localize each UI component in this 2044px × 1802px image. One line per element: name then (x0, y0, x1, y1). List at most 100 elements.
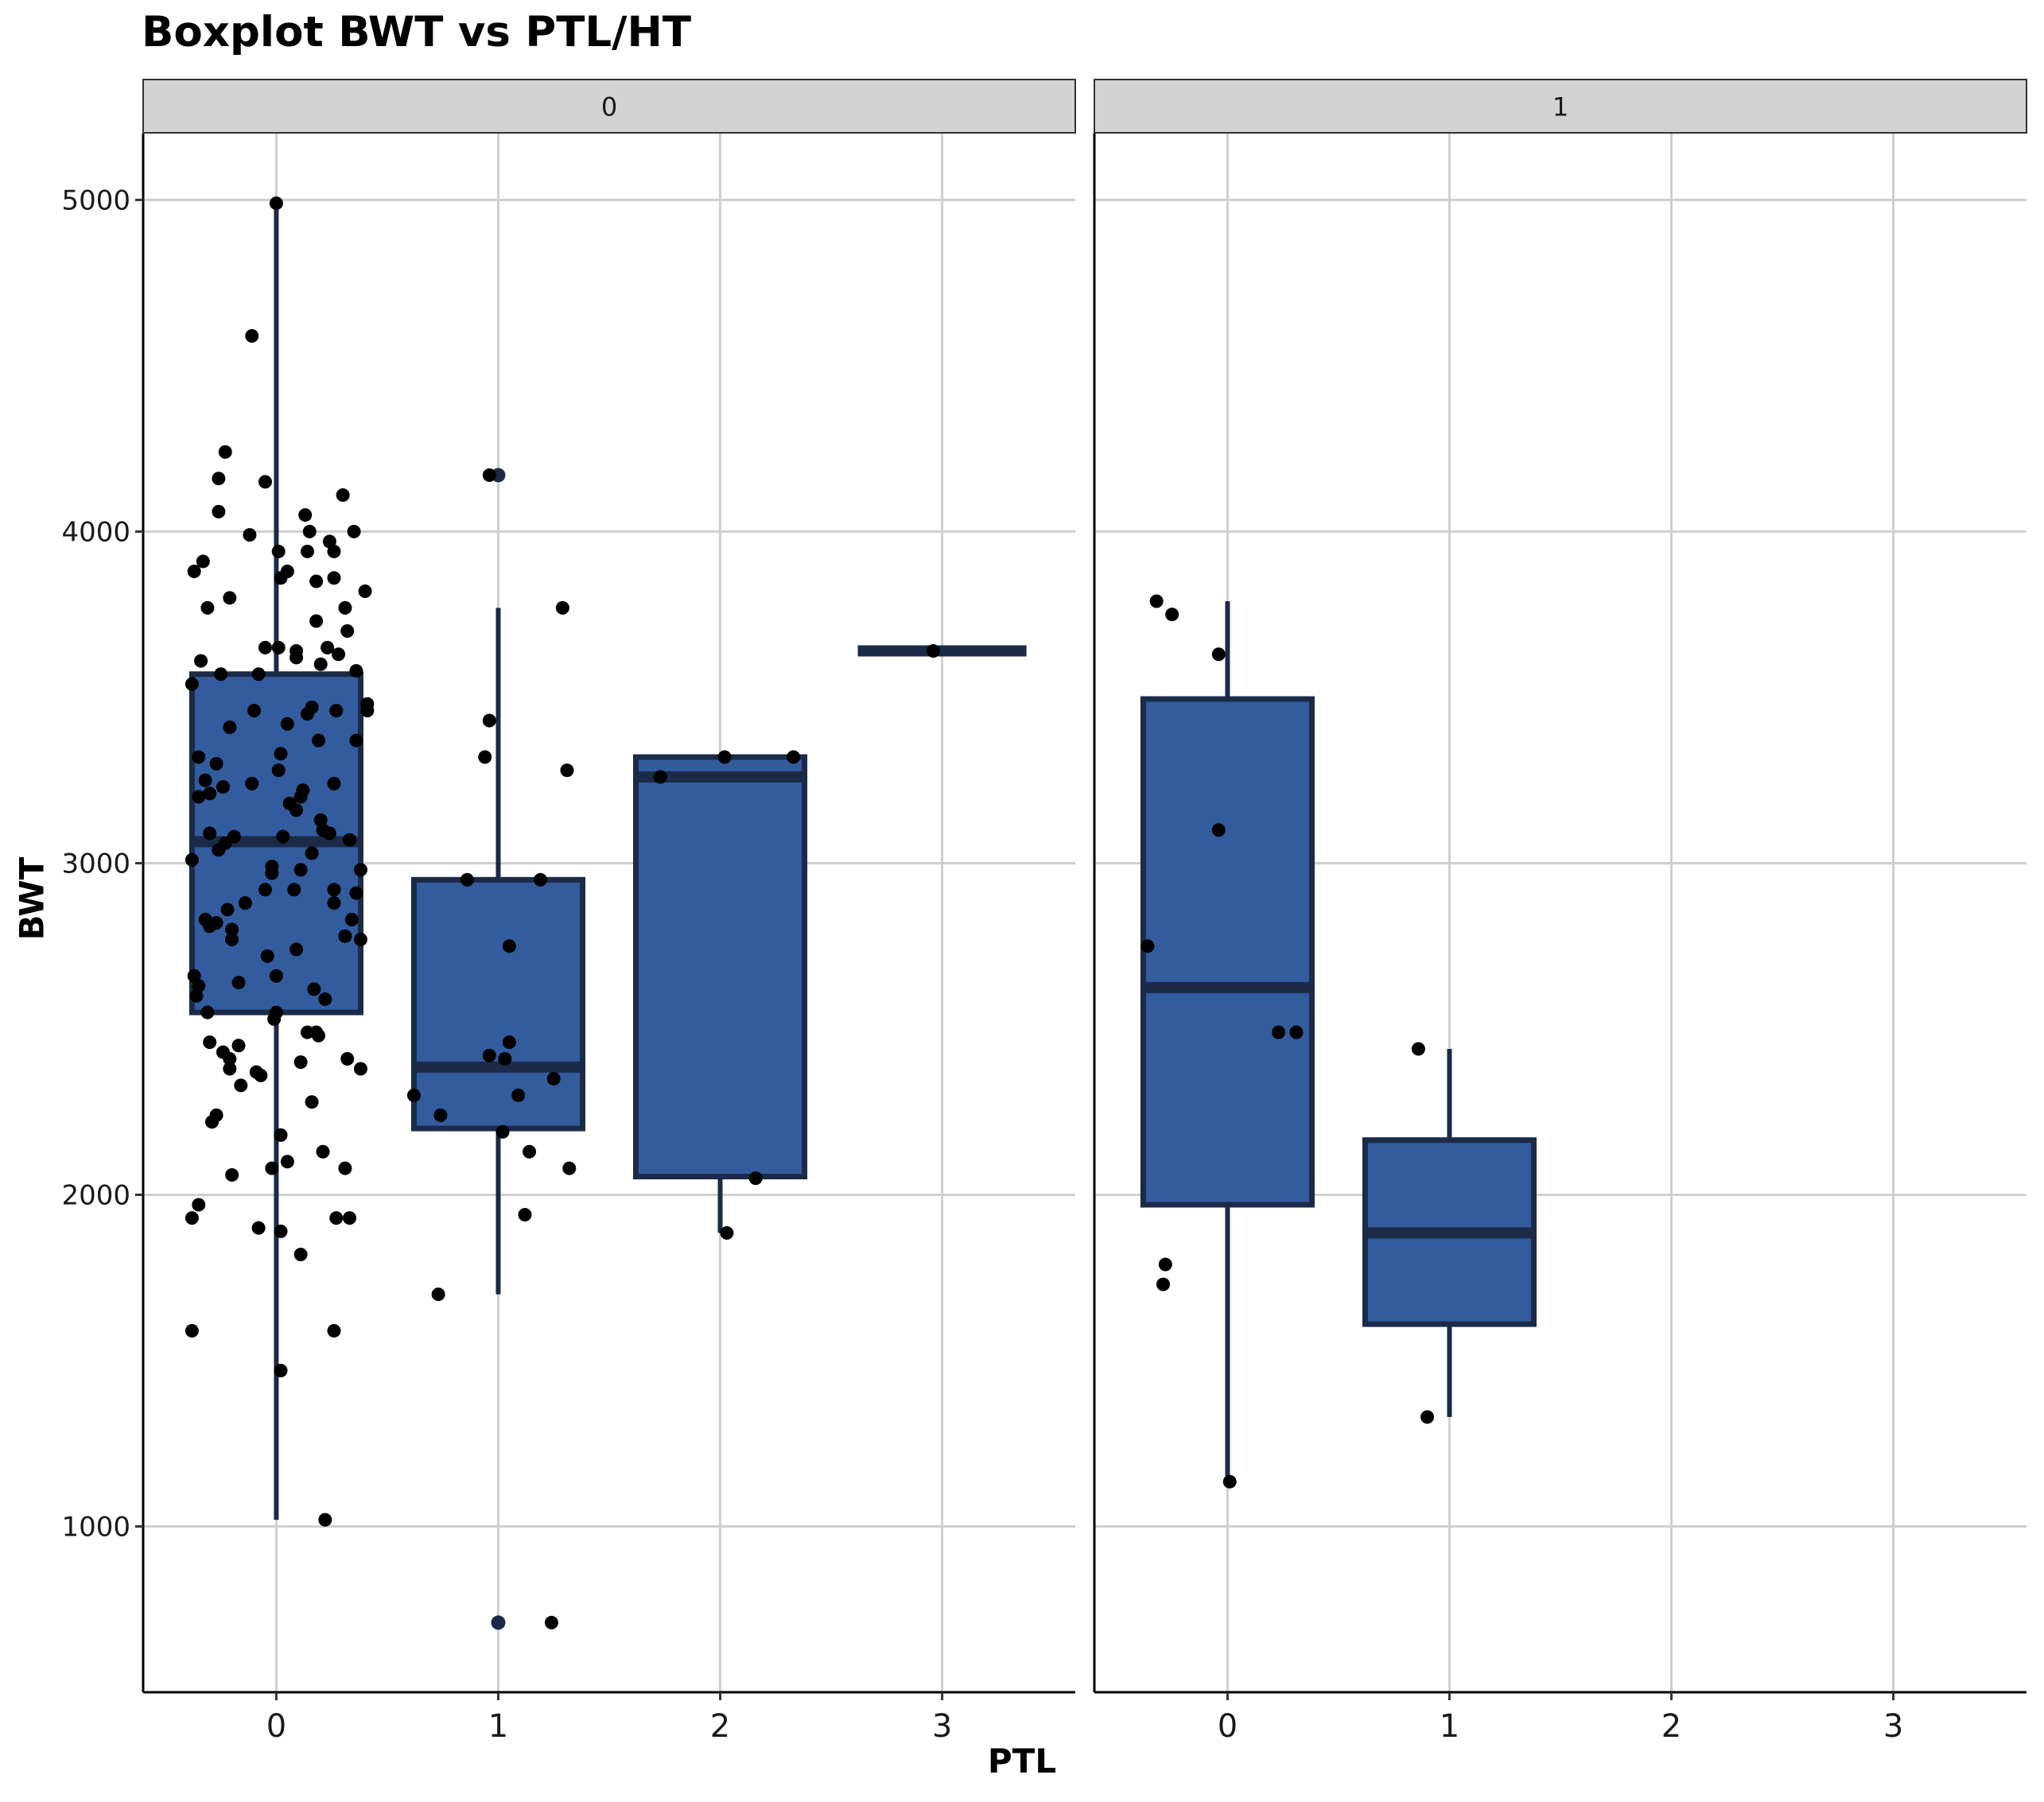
x-tick-label: 2 (710, 1708, 730, 1745)
data-point (358, 584, 372, 598)
boxplot-1-1 (1362, 1048, 1537, 1417)
data-point (327, 895, 341, 910)
data-point (347, 524, 361, 538)
data-point (1272, 1025, 1286, 1039)
data-point (327, 571, 341, 585)
data-point (318, 1513, 332, 1527)
data-point (1420, 1410, 1435, 1424)
data-point (231, 976, 246, 990)
data-point (247, 704, 262, 718)
data-point (460, 872, 474, 887)
data-point (251, 1221, 266, 1235)
data-point (1156, 1277, 1171, 1291)
data-point (203, 1035, 217, 1050)
data-point (293, 1055, 308, 1070)
jitter-points-0 (185, 196, 940, 1629)
data-point (212, 504, 226, 518)
data-point (225, 932, 239, 946)
data-point (200, 600, 215, 615)
data-point (238, 895, 252, 910)
data-point (329, 1211, 344, 1225)
data-point (1141, 939, 1155, 953)
data-point (231, 1039, 246, 1053)
data-point (353, 863, 367, 877)
data-point (1289, 1025, 1304, 1039)
data-point (353, 1062, 367, 1076)
data-point (280, 1155, 294, 1169)
data-point (305, 1095, 319, 1109)
data-point (212, 843, 226, 857)
data-point (254, 1068, 268, 1082)
data-point (271, 640, 286, 654)
data-point (196, 554, 210, 569)
data-point (1211, 647, 1226, 662)
data-point (271, 763, 286, 778)
data-point (203, 826, 217, 841)
x-tick-label: 3 (1883, 1708, 1903, 1745)
x-tick-label: 0 (1218, 1708, 1238, 1745)
data-point (203, 919, 217, 934)
data-point (546, 1072, 561, 1086)
data-point (185, 1211, 199, 1225)
data-point (274, 1128, 288, 1142)
data-point (1222, 1474, 1237, 1489)
x-tick-label: 1 (488, 1708, 508, 1745)
data-point (265, 866, 279, 880)
data-point (343, 833, 357, 847)
data-point (433, 1108, 448, 1122)
data-point (555, 600, 569, 615)
data-point (290, 942, 304, 957)
jitter-points-1 (1141, 594, 1435, 1489)
data-point (502, 1035, 516, 1050)
data-point (523, 1144, 537, 1159)
data-point (653, 770, 667, 784)
data-point (338, 1161, 352, 1175)
x-tick-label: 3 (932, 1708, 952, 1745)
data-point (274, 747, 288, 761)
data-point (495, 1124, 510, 1139)
data-point (274, 1363, 288, 1377)
facet-strip-label: 0 (601, 92, 617, 122)
data-point (1411, 1042, 1425, 1056)
data-point (200, 1005, 215, 1019)
data-point (214, 667, 228, 682)
data-point (720, 1225, 734, 1240)
data-point (287, 883, 301, 897)
data-point (717, 750, 732, 764)
box-iqr (410, 876, 586, 1132)
data-point (502, 939, 516, 953)
data-point (269, 1005, 283, 1019)
data-point (1165, 608, 1179, 622)
data-point (212, 472, 226, 486)
boxplot-1-0 (1140, 601, 1315, 1482)
data-point (327, 544, 341, 558)
data-point (203, 786, 217, 801)
data-point (327, 776, 341, 790)
data-point (185, 677, 199, 691)
data-point (251, 667, 266, 682)
data-point (269, 196, 283, 211)
data-point (223, 591, 237, 605)
data-point (302, 524, 317, 538)
data-point (332, 647, 346, 662)
data-point (276, 829, 290, 844)
data-point (265, 1161, 279, 1175)
facet-strip (1094, 79, 2027, 134)
outlier-point (491, 1615, 506, 1630)
data-point (223, 1062, 237, 1076)
data-point (344, 912, 359, 926)
data-point (787, 750, 801, 764)
data-point (329, 704, 344, 718)
x-tick-label: 0 (266, 1708, 286, 1745)
data-point (192, 1198, 206, 1212)
data-point (316, 1144, 330, 1159)
data-point (343, 1211, 357, 1225)
data-point (360, 704, 375, 718)
data-point (307, 982, 321, 996)
chart-title: Boxplot BWT vs PTL/HT (142, 8, 692, 56)
box-iqr (1140, 696, 1315, 1208)
data-point (518, 1207, 532, 1221)
data-point (189, 988, 204, 1003)
data-point (258, 883, 272, 897)
data-point (349, 886, 363, 900)
